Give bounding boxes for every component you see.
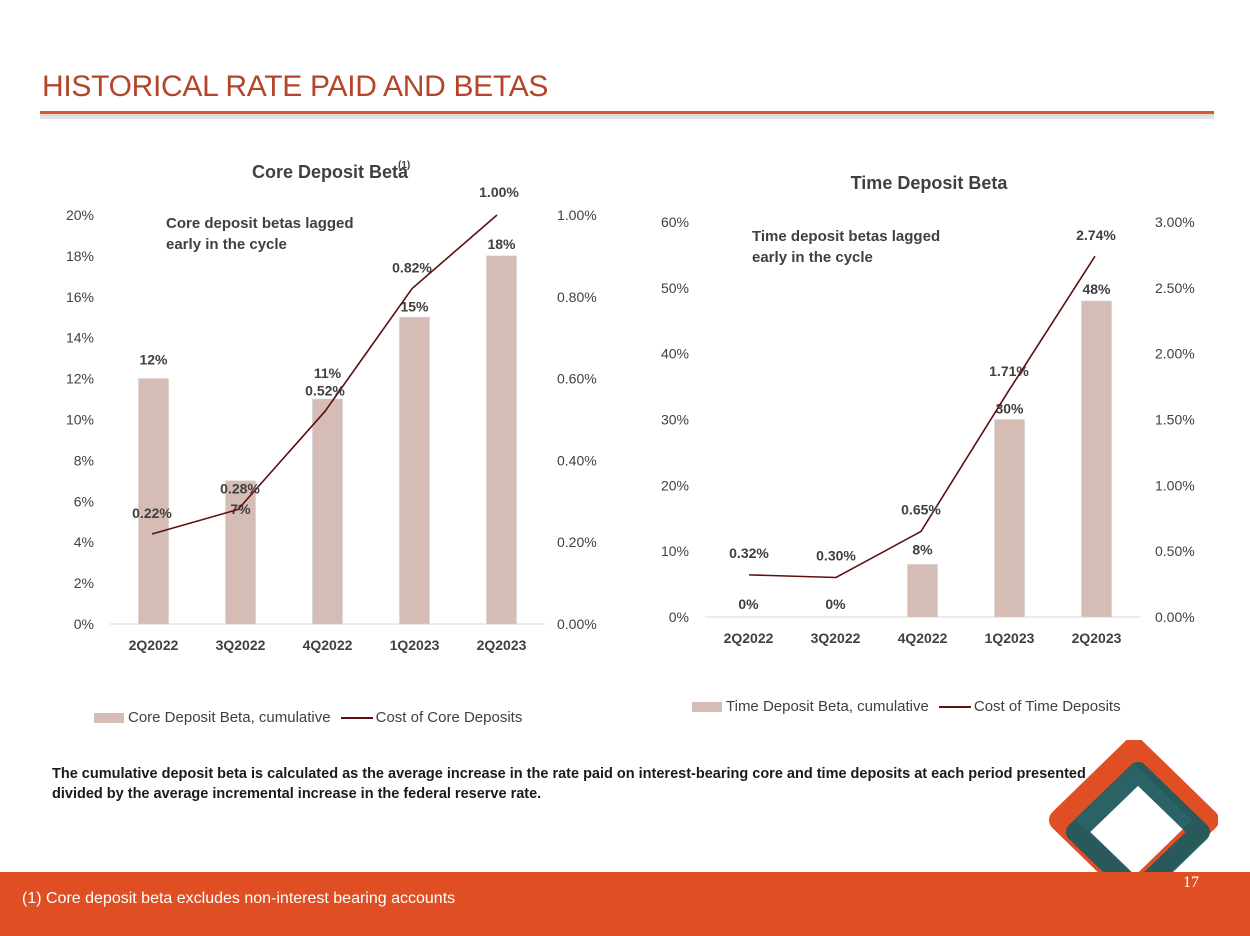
y2-axis-tick-label: 0.00% — [1155, 609, 1195, 625]
chart-title: Core Deposit Beta — [252, 162, 409, 182]
y-axis-tick-label: 14% — [66, 330, 94, 346]
page-number: 17 — [1183, 874, 1199, 891]
footer-bar — [0, 872, 1250, 936]
chart-annotation: Time deposit betas lagged — [752, 228, 940, 245]
bar-data-label: 8% — [912, 541, 933, 557]
y-axis-tick-label: 50% — [661, 280, 689, 296]
legend-line-label: Cost of Time Deposits — [973, 698, 1121, 715]
line-data-label: 0.28% — [220, 480, 260, 496]
bar-data-label: 48% — [1082, 281, 1111, 297]
bar-data-label: 7% — [230, 501, 251, 517]
line-data-label: 0.65% — [901, 501, 941, 517]
line-data-label: 0.30% — [816, 548, 856, 564]
x-axis-category-label: 1Q2023 — [985, 630, 1035, 646]
bar-data-label: 12% — [139, 352, 168, 368]
y-axis-tick-label: 60% — [661, 214, 689, 230]
core-chart-legend: Core Deposit Beta, cumulative Cost of Co… — [94, 709, 522, 726]
legend-line-swatch — [340, 716, 373, 719]
y-axis-tick-label: 8% — [74, 452, 94, 468]
y-axis-tick-label: 18% — [66, 248, 94, 264]
y-axis-tick-label: 0% — [669, 609, 689, 625]
y-axis-tick-label: 40% — [661, 346, 689, 362]
bar — [138, 378, 169, 625]
y2-axis-tick-label: 3.00% — [1155, 214, 1195, 230]
chart-annotation: early in the cycle — [166, 236, 287, 253]
legend-bar-swatch — [94, 712, 124, 723]
y-axis-tick-label: 12% — [66, 371, 94, 387]
bar — [399, 316, 430, 625]
y2-axis-tick-label: 2.50% — [1155, 280, 1195, 296]
slide-title: HISTORICAL RATE PAID AND BETAS — [42, 70, 549, 103]
y2-axis-tick-label: 0.50% — [1155, 543, 1195, 559]
x-axis-category-label: 3Q2022 — [216, 637, 266, 653]
bar — [907, 563, 938, 618]
y2-axis-tick-label: 0.00% — [557, 616, 597, 632]
chart-annotation: early in the cycle — [752, 249, 873, 266]
bar-data-label: 30% — [995, 401, 1024, 417]
x-axis-category-label: 2Q2022 — [724, 630, 774, 646]
line-data-label: 2.74% — [1076, 227, 1116, 243]
chart-title-superscript: (1) — [398, 160, 410, 171]
x-axis-category-label: 4Q2022 — [303, 637, 353, 653]
bar — [225, 480, 256, 625]
bar — [312, 398, 343, 625]
line-data-label: 1.00% — [479, 184, 519, 200]
x-axis-category-label: 2Q2023 — [1072, 630, 1122, 646]
footer-footnote: (1) Core deposit beta excludes non-inter… — [22, 890, 456, 907]
bar-data-label: 0% — [738, 596, 759, 612]
bar — [486, 255, 517, 625]
y2-axis-tick-label: 1.50% — [1155, 412, 1195, 428]
bar-data-label: 0% — [825, 596, 846, 612]
y2-axis-tick-label: 0.40% — [557, 452, 597, 468]
chart-title: Time Deposit Beta — [851, 173, 1009, 193]
bar-data-label: 11% — [314, 365, 342, 381]
y2-axis-tick-label: 0.20% — [557, 534, 597, 550]
time-chart-legend: Time Deposit Beta, cumulative Cost of Ti… — [692, 698, 1121, 715]
y-axis-tick-label: 10% — [661, 543, 689, 559]
x-axis-category-label: 2Q2022 — [129, 637, 179, 653]
y-axis-tick-label: 16% — [66, 289, 94, 305]
bar-data-label: 18% — [487, 236, 516, 252]
legend-bar-label: Time Deposit Beta, cumulative — [726, 698, 929, 715]
line-data-label: 1.71% — [989, 363, 1029, 379]
x-axis-category-label: 1Q2023 — [390, 637, 440, 653]
y2-axis-tick-label: 1.00% — [557, 207, 597, 223]
y-axis-tick-label: 20% — [661, 477, 689, 493]
line-data-label: 0.22% — [132, 505, 172, 521]
beta-definition-note: The cumulative deposit beta is calculate… — [52, 766, 1086, 802]
legend-line-swatch — [938, 705, 971, 708]
legend-bar-swatch — [692, 701, 722, 712]
bar — [1081, 300, 1112, 618]
y-axis-tick-label: 10% — [66, 412, 94, 428]
y-axis-tick-label: 0% — [74, 616, 94, 632]
bar — [994, 419, 1025, 618]
line-data-label: 0.52% — [305, 382, 345, 398]
chart-annotation: Core deposit betas lagged — [166, 215, 354, 232]
legend-bar-label: Core Deposit Beta, cumulative — [128, 709, 331, 726]
title-divider — [40, 111, 1214, 119]
line-data-label: 0.82% — [392, 260, 432, 276]
y2-axis-tick-label: 0.80% — [557, 289, 597, 305]
y-axis-tick-label: 6% — [74, 493, 94, 509]
y-axis-tick-label: 20% — [66, 207, 94, 223]
bar-data-label: 15% — [400, 298, 429, 314]
y2-axis-tick-label: 0.60% — [557, 371, 597, 387]
y2-axis-tick-label: 1.00% — [1155, 477, 1195, 493]
x-axis-category-label: 2Q2023 — [477, 637, 527, 653]
x-axis-category-label: 3Q2022 — [811, 630, 861, 646]
line-series — [748, 255, 1096, 579]
line-series — [151, 214, 498, 535]
line-data-label: 0.32% — [729, 545, 769, 561]
y-axis-tick-label: 2% — [74, 575, 94, 591]
y2-axis-tick-label: 2.00% — [1155, 346, 1195, 362]
x-axis-category-label: 4Q2022 — [898, 630, 948, 646]
legend-line-label: Cost of Core Deposits — [375, 709, 523, 726]
y-axis-tick-label: 4% — [74, 534, 94, 550]
y-axis-tick-label: 30% — [661, 412, 689, 428]
